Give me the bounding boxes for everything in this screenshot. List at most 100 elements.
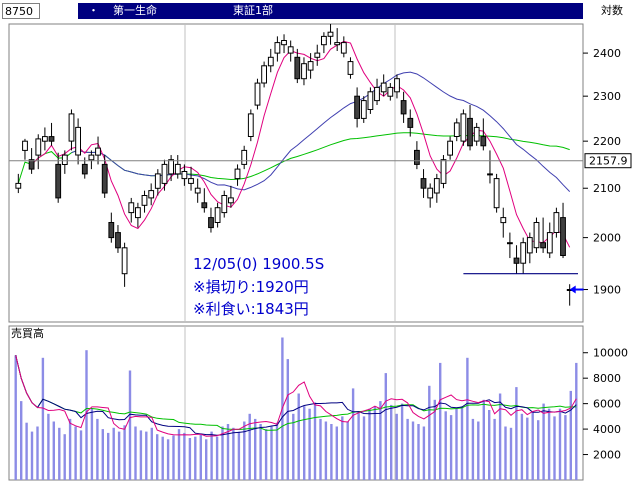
candle-body	[493, 178, 500, 209]
candle	[301, 57, 307, 86]
candle-body	[15, 182, 22, 189]
candle-body	[174, 163, 181, 175]
candle-body	[294, 56, 301, 80]
candle	[447, 136, 454, 160]
volume-bar	[575, 362, 578, 480]
volume-bar	[400, 403, 404, 480]
chart-header: 8750 ・ 第一生命 東証1部 対数	[0, 0, 640, 22]
candle	[433, 173, 440, 203]
volume-bar	[558, 408, 562, 480]
candle	[367, 87, 374, 114]
volume-bar	[303, 406, 306, 480]
candle	[493, 173, 500, 213]
candle	[148, 183, 155, 206]
candle-body	[420, 178, 427, 189]
candle	[513, 245, 520, 274]
candle-body	[201, 202, 208, 209]
volume-bar	[330, 424, 333, 480]
stock-code-field[interactable]: 8750	[2, 3, 40, 19]
volume-bar	[58, 427, 61, 480]
candle	[287, 40, 294, 62]
volume-bar	[205, 439, 208, 480]
volume-bar	[449, 415, 453, 480]
candle	[174, 155, 181, 179]
volume-bar	[406, 418, 409, 480]
volume-bar	[433, 399, 436, 480]
candle	[115, 225, 121, 253]
candle	[526, 232, 533, 264]
volume-bar	[515, 387, 518, 480]
candle	[135, 202, 141, 228]
volume-bar	[411, 421, 415, 480]
volume-bar	[428, 385, 431, 480]
volume-bar	[439, 362, 442, 480]
candle	[181, 164, 188, 186]
volume-bar	[368, 408, 371, 480]
candle-body	[433, 178, 440, 194]
candle-body	[261, 65, 268, 84]
candle	[294, 48, 301, 84]
candle-body	[553, 212, 560, 234]
volume-bar	[139, 430, 143, 480]
candle	[560, 202, 566, 259]
company-name: 第一生命	[113, 4, 157, 17]
candle-body	[108, 222, 115, 239]
candle-body	[181, 171, 188, 180]
volume-bar	[117, 431, 121, 480]
candle-body	[487, 173, 493, 176]
volume-y-tick-label: 8000	[593, 372, 621, 385]
candle	[201, 188, 208, 213]
volume-bar	[553, 416, 556, 480]
candle-body	[526, 237, 533, 254]
candle-body	[380, 82, 387, 93]
candle	[540, 217, 547, 253]
scale-mode-toggle[interactable]: 対数	[601, 4, 623, 17]
volume-bar	[351, 388, 355, 480]
candle-body	[287, 46, 294, 54]
volume-bar	[215, 436, 219, 480]
candle	[407, 109, 414, 137]
candle	[473, 122, 480, 146]
candle-body	[467, 117, 473, 147]
candle-body	[128, 202, 135, 214]
volume-bar	[547, 408, 551, 480]
candle-body	[141, 195, 148, 206]
volume-bar	[471, 418, 475, 480]
volume-ma-short-line	[15, 355, 577, 437]
last-price-box	[584, 153, 632, 169]
volume-bar	[90, 408, 94, 480]
volume-bar	[335, 426, 338, 480]
volume-bar	[493, 418, 496, 480]
volume-bar	[79, 430, 83, 480]
volume-y-tick-label: 4000	[593, 423, 621, 436]
volume-bar	[85, 350, 88, 480]
volume-bar	[362, 416, 366, 480]
candle-body	[480, 136, 487, 147]
candle-body	[314, 52, 321, 58]
candle-body	[453, 122, 460, 138]
take-profit-annotation: ※利食い:1843円	[193, 300, 309, 318]
candle-body	[507, 242, 513, 245]
volume-bar	[569, 390, 572, 480]
y-tick-label: 2400	[593, 47, 621, 60]
volume-bar	[101, 429, 104, 480]
candle-body	[281, 40, 287, 46]
volume-bar	[107, 432, 110, 480]
volume-bar	[346, 421, 349, 480]
volume-bar	[177, 429, 181, 480]
candle-body	[274, 42, 281, 54]
volume-bar	[444, 411, 447, 480]
volume-bar	[221, 426, 224, 480]
candle	[121, 242, 128, 287]
candle-body	[533, 222, 540, 249]
volume-bar	[520, 413, 524, 480]
volume-bar	[477, 421, 480, 480]
candle-body	[81, 163, 88, 175]
candle	[420, 169, 427, 198]
candle-body	[301, 63, 307, 80]
candle	[533, 217, 540, 253]
candle	[188, 166, 194, 191]
volume-frame	[8, 325, 584, 481]
candle	[254, 78, 261, 110]
